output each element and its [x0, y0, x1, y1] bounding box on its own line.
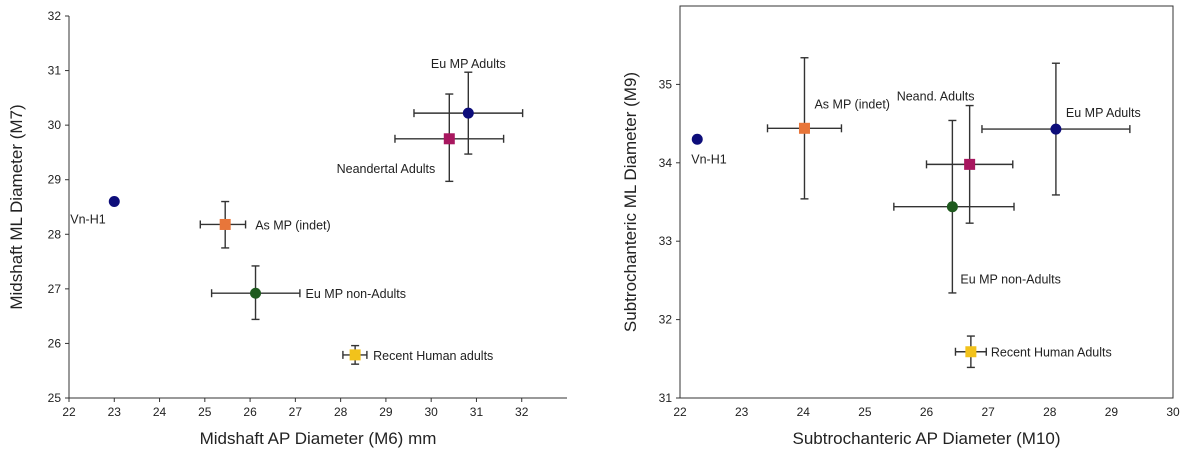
y-tick-label: 25: [48, 391, 62, 405]
data-point-eu-mp-adults: Eu MP Adults: [981, 62, 1141, 196]
point-label: Neandertal Adults: [337, 162, 436, 176]
y-axis-label: Midshaft ML Diameter (M7): [7, 104, 26, 309]
y-tick-label: 31: [659, 391, 673, 405]
x-tick-label: 22: [673, 405, 687, 419]
y-tick-label: 32: [659, 313, 673, 327]
x-tick-label: 24: [797, 405, 811, 419]
circle-marker: [250, 287, 262, 299]
x-axis-label: Subtrochanteric AP Diameter (M10): [792, 429, 1060, 448]
x-tick-label: 27: [981, 405, 995, 419]
data-point-eu-mp-adults: Eu MP Adults: [413, 57, 524, 155]
y-tick-label: 29: [48, 173, 62, 187]
circle-marker: [691, 133, 703, 145]
data-point-as-mp-indet-: As MP (indet): [766, 57, 890, 200]
y-tick-label: 32: [48, 9, 62, 23]
y-tick-label: 28: [48, 227, 62, 241]
point-label: Recent Human Adults: [991, 346, 1112, 360]
x-tick-label: 24: [153, 405, 167, 419]
data-point-neandertal-adults: Neandertal Adults: [337, 93, 505, 183]
y-tick-label: 26: [48, 336, 62, 350]
x-tick-label: 25: [858, 405, 872, 419]
x-axis-label: Midshaft AP Diameter (M6) mm: [200, 429, 437, 448]
point-label: Eu MP Adults: [1066, 106, 1141, 120]
x-tick-label: 30: [425, 405, 439, 419]
x-tick-label: 31: [470, 405, 484, 419]
circle-marker: [108, 196, 120, 208]
y-tick-label: 34: [659, 156, 673, 170]
x-tick-label: 29: [379, 405, 393, 419]
point-label: As MP (indet): [255, 218, 331, 232]
square-marker: [965, 346, 977, 358]
point-label: Eu MP non-Adults: [306, 287, 407, 301]
chart-2: 22 23 24 25 26 27 28 29 30 31 32 33 34 35 Subtrochante…: [621, 5, 1180, 448]
square-marker: [798, 122, 810, 134]
x-tick-label: 26: [243, 405, 257, 419]
point-label: As MP (indet): [814, 97, 890, 111]
circle-marker: [1050, 123, 1062, 135]
data-point-vn-h1: Vn-H1: [70, 196, 120, 227]
data-point-neand-adults: Neand. Adults: [897, 89, 1014, 224]
point-label: Recent Human adults: [373, 349, 493, 363]
x-tick-label: 29: [1105, 405, 1119, 419]
x-tick-label: 28: [334, 405, 348, 419]
data-point-vn-h1: Vn-H1: [691, 133, 727, 166]
y-tick-label: 33: [659, 234, 673, 248]
square-marker: [443, 133, 455, 145]
square-marker: [219, 218, 231, 230]
x-tick-label: 27: [289, 405, 303, 419]
y-tick-label: 30: [48, 118, 62, 132]
point-label: Neand. Adults: [897, 89, 975, 103]
x-tick-label: 25: [198, 405, 212, 419]
point-label: Eu MP Adults: [431, 57, 506, 71]
circle-marker: [946, 201, 958, 213]
y-tick-label: 27: [48, 282, 62, 296]
x-tick-label: 23: [108, 405, 122, 419]
data-point-eu-mp-non-adults: Eu MP non-Adults: [210, 265, 407, 321]
point-label: Vn-H1: [691, 152, 726, 166]
data-point-recent-human-adults: Recent Human adults: [342, 344, 493, 365]
circle-marker: [462, 107, 474, 119]
data-point-eu-mp-non-adults: Eu MP non-Adults: [893, 119, 1061, 294]
x-tick-label: 28: [1043, 405, 1057, 419]
y-tick-label: 35: [659, 77, 673, 91]
y-axis-label: Subtrochanteric ML Diameter (M9): [621, 72, 640, 332]
square-marker: [349, 349, 361, 361]
point-label: Vn-H1: [70, 213, 105, 227]
data-point-recent-human-adults: Recent Human Adults: [954, 335, 1112, 369]
plot-frame: [679, 5, 1174, 399]
chart-1: 22 23 24 25 26 27 28 29 30 31 32 25 26 27 28 29 30 31 32 Mi…: [7, 9, 567, 448]
data-point-as-mp-indet-: As MP (indet): [199, 200, 331, 249]
x-tick-label: 30: [1166, 405, 1180, 419]
point-label: Eu MP non-Adults: [960, 273, 1061, 287]
x-tick-label: 23: [735, 405, 749, 419]
x-tick-label: 22: [62, 405, 76, 419]
y-tick-label: 31: [48, 64, 62, 78]
square-marker: [964, 158, 976, 170]
x-tick-label: 32: [515, 405, 529, 419]
x-tick-label: 26: [920, 405, 934, 419]
